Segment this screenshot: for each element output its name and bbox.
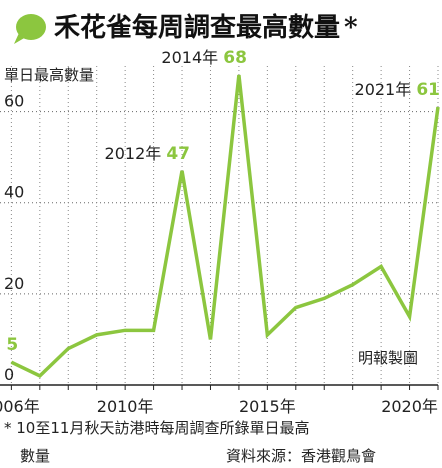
data-label: 2014年 68 [161, 48, 246, 68]
y-tick-labels: 0 20 40 60 [4, 92, 24, 384]
source-label: 資料來源：香港觀鳥會 [226, 447, 376, 465]
x-tick-label: 2020年 [381, 397, 438, 416]
chart-title-group: 禾花雀每周調查最高數量 * [14, 12, 358, 44]
annotations: 5 2012年 47 2014年 68 2021年 61 [6, 48, 440, 355]
x-tick-label: 2006年 [0, 397, 40, 416]
series-line [10, 74, 440, 378]
y-tick-label: 40 [4, 183, 24, 202]
credit-label: 明報製圖 [358, 349, 418, 367]
footnote-line-1: * 10至11月秋天訪港時每周調查所錄單日最高 [4, 419, 309, 437]
data-label: 5 [6, 335, 18, 355]
x-tick-label: 2015年 [239, 397, 296, 416]
footnote: * 10至11月秋天訪港時每周調查所錄單日最高 數量 資料來源：香港觀鳥會 [4, 419, 376, 465]
title-bubble-tail-icon [14, 33, 26, 44]
title-bubble-icon [16, 14, 46, 40]
x-tick-label: 2010年 [97, 397, 154, 416]
y-tick-label: 60 [4, 92, 24, 111]
x-tick-labels: 2006年 2010年 2015年 2020年 [0, 397, 438, 416]
data-series [10, 74, 440, 378]
footnote-line-2: 數量 [20, 447, 50, 465]
data-label: 2012年 47 [105, 144, 190, 164]
data-label: 2021年 61 [355, 80, 440, 100]
y-axis-label: 單日最高數量 [4, 66, 94, 84]
y-tick-label: 20 [4, 274, 24, 293]
grid [0, 66, 439, 390]
y-tick-label: 0 [4, 365, 14, 384]
chart-title: 禾花雀每周調查最高數量 * [54, 12, 358, 43]
